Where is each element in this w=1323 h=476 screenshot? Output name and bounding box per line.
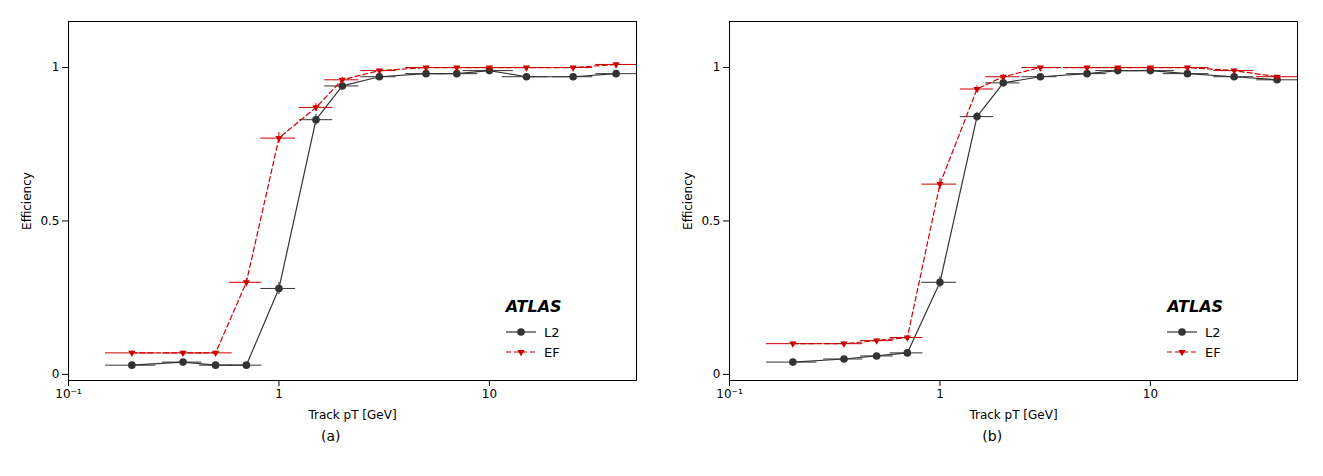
svg-text:EF: EF [1205, 345, 1221, 360]
svg-text:10: 10 [1143, 387, 1158, 401]
svg-text:10⁻¹: 10⁻¹ [717, 387, 744, 401]
svg-text:L2: L2 [544, 325, 560, 340]
svg-text:1: 1 [936, 387, 944, 401]
svg-text:Track pT [GeV]: Track pT [GeV] [307, 408, 396, 422]
svg-text:1: 1 [52, 60, 60, 74]
svg-text:0: 0 [713, 367, 721, 381]
svg-text:0.5: 0.5 [702, 214, 721, 228]
svg-text:0: 0 [52, 367, 60, 381]
svg-text:Track pT [GeV]: Track pT [GeV] [969, 408, 1058, 422]
svg-text:EF: EF [544, 345, 560, 360]
svg-text:0.5: 0.5 [40, 214, 59, 228]
svg-text:1: 1 [275, 387, 283, 401]
svg-text:Efficiency: Efficiency [681, 172, 695, 230]
svg-text:L2: L2 [1205, 325, 1221, 340]
html-text:ATLAS: ATLAS [505, 297, 562, 316]
html-text:(b): (b) [982, 428, 1003, 444]
svg-text:Efficiency: Efficiency [20, 172, 34, 230]
html-text:ATLAS: ATLAS [1167, 297, 1224, 316]
svg-text:10: 10 [482, 387, 497, 401]
svg-text:10⁻¹: 10⁻¹ [55, 387, 82, 401]
svg-text:1: 1 [713, 60, 721, 74]
html-text:(a): (a) [321, 428, 341, 444]
